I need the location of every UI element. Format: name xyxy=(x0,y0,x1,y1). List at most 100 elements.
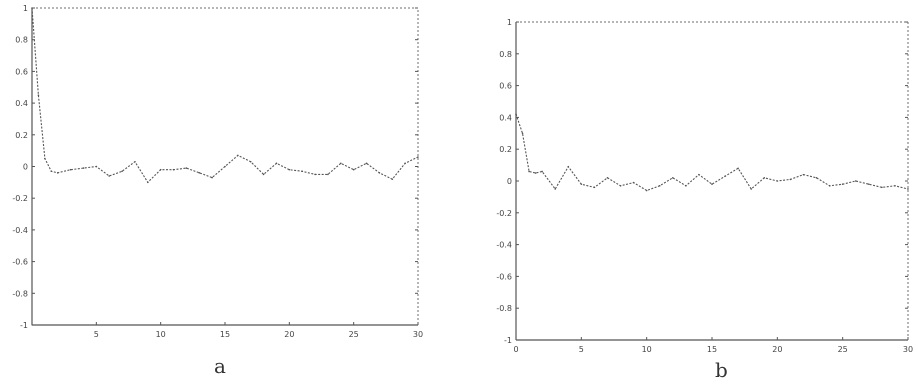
chart-a-plot: -1-0.8-0.6-0.4-0.200.20.40.60.815 10 15 20 2… xyxy=(12,4,423,339)
y-tick-label: -0.8 xyxy=(496,304,512,313)
x-tick-label: 5 xyxy=(94,330,99,339)
data-point xyxy=(711,183,713,185)
data-point xyxy=(541,170,543,173)
data-point xyxy=(56,172,59,174)
data-point xyxy=(645,189,648,192)
y-tick-label: 0.6 xyxy=(15,67,28,76)
x-tick-label: 30 xyxy=(413,330,423,339)
x-tick-label: 20 xyxy=(772,345,782,354)
y-tick-label: 0.4 xyxy=(15,99,28,108)
data-point xyxy=(314,173,316,176)
y-tick-label: 0 xyxy=(507,177,512,186)
data-point xyxy=(606,177,609,179)
data-point xyxy=(237,154,239,157)
data-point xyxy=(352,168,355,171)
data-point xyxy=(528,170,530,173)
x-tick-label: 20 xyxy=(284,330,294,339)
data-point xyxy=(95,165,98,168)
data-point xyxy=(69,168,72,171)
data-point xyxy=(378,172,381,174)
data-point xyxy=(567,165,570,168)
series-line xyxy=(31,7,419,184)
data-point xyxy=(672,177,674,179)
data-point xyxy=(776,180,779,182)
data-point xyxy=(907,188,909,190)
data-point xyxy=(288,168,291,171)
data-point xyxy=(685,184,687,187)
y-tick-label: -0.2 xyxy=(496,209,512,218)
data-point xyxy=(134,160,136,163)
y-tick-label: 0.8 xyxy=(15,36,28,45)
y-tick-label: 0.6 xyxy=(499,82,512,91)
data-point xyxy=(211,176,213,179)
data-point xyxy=(249,160,252,163)
data-point xyxy=(789,178,792,181)
chart-b-plot: -1-0.8-0.6-0.4-0.200.20.40.60.810 5 10 15 20… xyxy=(496,18,913,354)
y-tick-label: 0.8 xyxy=(499,50,512,59)
y-tick-label: -0.8 xyxy=(12,289,28,298)
data-point xyxy=(515,113,517,116)
y-tick-label: -0.6 xyxy=(12,258,28,267)
x-tick-label: 25 xyxy=(838,345,848,354)
data-point xyxy=(391,178,394,180)
plot-frame xyxy=(515,21,909,341)
chart-b-caption: b xyxy=(715,358,728,382)
data-point xyxy=(815,177,818,179)
data-point xyxy=(121,170,123,173)
x-tick-label: 10 xyxy=(642,345,652,354)
data-point xyxy=(340,162,342,165)
y-tick-label: -0.2 xyxy=(12,194,28,203)
data-point xyxy=(881,186,883,189)
x-tick-label: 15 xyxy=(220,330,230,339)
chart-a: -1 -0.8 -0.6 -0.4 -0.2 0 0.2 0.4 0.6 0.8 1 5 10 15 20 2… xyxy=(0,0,450,391)
data-point xyxy=(854,180,857,182)
data-point xyxy=(534,172,537,174)
data-point xyxy=(224,165,226,168)
data-point xyxy=(802,173,805,176)
series-line xyxy=(515,114,909,192)
data-point xyxy=(828,184,831,187)
data-point xyxy=(868,183,870,185)
y-tick-label: 1 xyxy=(23,4,28,13)
y-tick-label: -1 xyxy=(504,336,512,345)
data-point xyxy=(275,162,278,165)
data-point xyxy=(632,181,635,184)
y-tick-label: 0.2 xyxy=(15,131,28,140)
data-point xyxy=(50,170,53,173)
x-tick-label: 25 xyxy=(349,330,359,339)
data-point xyxy=(327,173,329,176)
x-tick-label: 30 xyxy=(903,345,913,354)
data-point xyxy=(31,7,33,9)
data-point xyxy=(724,175,726,178)
y-tick-label: 0.2 xyxy=(499,145,512,154)
data-point xyxy=(750,188,752,190)
data-point xyxy=(841,183,844,185)
data-point xyxy=(159,168,162,171)
x-tick-label: 5 xyxy=(579,345,584,354)
y-tick-label: -0.4 xyxy=(496,241,512,250)
data-point xyxy=(82,167,85,169)
data-point xyxy=(619,184,622,187)
y-tick-label: 0 xyxy=(23,163,28,172)
data-point xyxy=(593,186,596,189)
data-point xyxy=(404,162,406,165)
y-tick-label: -0.4 xyxy=(12,226,28,235)
y-tick-label: -0.6 xyxy=(496,272,512,281)
data-point xyxy=(365,162,368,165)
x-tick-label: 0 xyxy=(513,345,518,354)
x-tick-label: 10 xyxy=(156,330,166,339)
y-tick-label: -1 xyxy=(20,321,28,330)
data-point xyxy=(894,184,896,187)
data-point xyxy=(301,170,304,173)
data-point xyxy=(108,175,110,177)
data-point xyxy=(44,157,46,160)
data-point xyxy=(737,167,739,170)
data-point xyxy=(37,94,40,96)
data-point xyxy=(580,183,583,185)
data-point xyxy=(417,156,419,158)
y-tick-label: 0.4 xyxy=(499,113,512,122)
data-point xyxy=(698,173,700,176)
data-point xyxy=(147,181,149,184)
data-point xyxy=(198,172,201,174)
data-point xyxy=(521,132,524,135)
